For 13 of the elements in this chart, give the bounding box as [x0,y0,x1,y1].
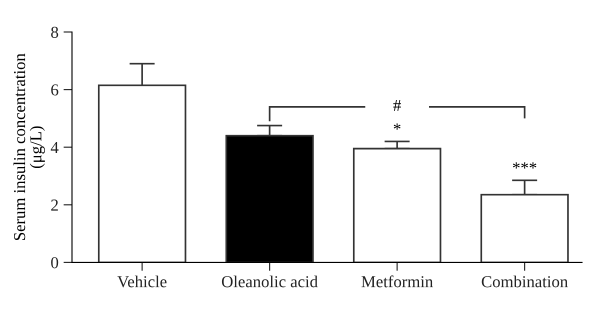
annotation: # [393,100,401,111]
x-tick-label: Combination [482,276,568,288]
y-tick-label: 0 [51,257,58,268]
annotation: * [394,124,400,130]
annotation: *** [512,162,536,169]
x-tick-label: Metformin [362,275,433,288]
x-tick-label: Vehicle [117,276,167,288]
x-tick-label: Oleanolic acid [222,276,318,288]
y-tick-label: 6 [51,84,58,96]
y-tick-label: 4 [50,142,59,153]
y-tick-label: 8 [51,26,58,38]
y-tick-label: 2 [51,200,58,211]
y-axis-title: Serum insulin concentration (μg/L) [13,53,45,240]
